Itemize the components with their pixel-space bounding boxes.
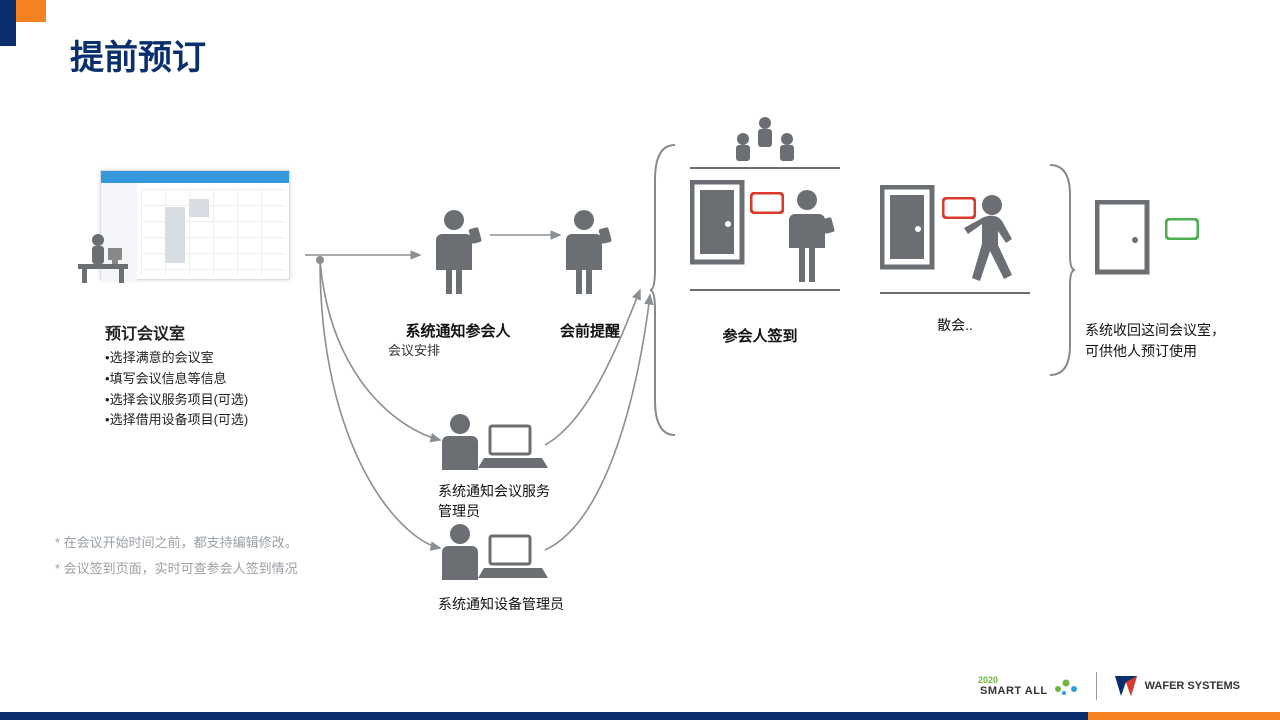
wafer-mark-icon — [1113, 674, 1139, 698]
step5-heading: 散会.. — [900, 315, 1010, 335]
branch1-text: 系统通知会议服务管理员 — [438, 482, 588, 521]
brand-separator — [1096, 672, 1097, 700]
step2-heading: 系统通知参会人 — [388, 320, 528, 341]
left-bracket — [650, 140, 680, 440]
pre-meeting-reminder-icon — [560, 208, 615, 298]
wafer-logo: WAFER SYSTEMS — [1113, 674, 1240, 698]
footnote-line: * 会议签到页面，实时可查参会人签到情况 — [55, 556, 298, 582]
step1-bullet: •选择借用设备项目(可选) — [105, 410, 325, 431]
checkin-panel-red-icon — [750, 192, 784, 214]
step1-heading: 预订会议室 — [105, 320, 325, 344]
notify-attendee-icon — [430, 208, 485, 298]
footnotes: * 在会议开始时间之前，都支持编辑修改。 * 会议签到页面，实时可查参会人签到情… — [55, 530, 298, 582]
step1-bullet: •选择会议服务项目(可选) — [105, 390, 325, 411]
corner-decoration — [0, 0, 70, 90]
person-walking-icon — [960, 193, 1030, 303]
booking-screenshot — [100, 170, 290, 280]
leaving-scene — [880, 175, 1040, 335]
divider-line — [880, 291, 1030, 295]
divider-line — [690, 288, 840, 292]
footnote-line: * 在会议开始时间之前，都支持编辑修改。 — [55, 530, 298, 556]
equipment-admin-icon — [440, 520, 550, 590]
service-admin-icon — [440, 410, 550, 480]
step1-bullet: •填写会议信息等信息 — [105, 369, 325, 390]
step6-text: 系统收回这间会议室，可供他人预订使用 — [1085, 320, 1255, 362]
smart-all-logo: 2020 SMART ALL — [980, 675, 1080, 697]
group-people-icon — [725, 115, 805, 165]
checkin-panel-green-icon — [1165, 218, 1199, 240]
branch2-text: 系统通知设备管理员 — [438, 594, 608, 614]
door-icon — [880, 185, 935, 270]
dots-icon — [1052, 675, 1080, 697]
step3-heading: 会前提醒 — [540, 320, 640, 341]
page-title: 提前预订 — [70, 30, 206, 79]
right-bracket — [1045, 160, 1075, 380]
user-at-desk-icon — [78, 230, 128, 285]
step2-sub: 会议安排 — [388, 340, 528, 359]
attendee-checkin-icon — [785, 188, 840, 288]
footer-bar — [0, 712, 1280, 720]
room-released-scene — [1095, 200, 1225, 300]
flow-stage: 预订会议室 •选择满意的会议室 •填写会议信息等信息 •选择会议服务项目(可选)… — [0, 120, 1280, 620]
step1-text-block: 预订会议室 •选择满意的会议室 •填写会议信息等信息 •选择会议服务项目(可选)… — [105, 320, 325, 431]
door-icon — [690, 180, 745, 265]
step4-heading: 参会人签到 — [690, 325, 830, 346]
checkin-scene — [680, 120, 850, 330]
step1-bullet: •选择满意的会议室 — [105, 348, 325, 369]
door-icon — [1095, 200, 1150, 275]
footer-branding: 2020 SMART ALL WAFER SYSTEMS — [980, 672, 1240, 700]
divider-line — [690, 166, 840, 170]
